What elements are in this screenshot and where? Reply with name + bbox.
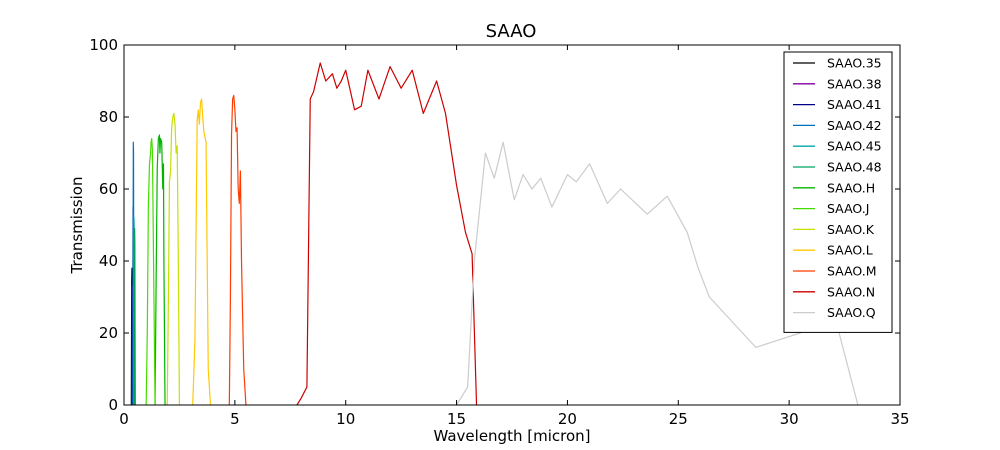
legend-label: SAAO.L [827,243,873,258]
legend-label: SAAO.41 [827,97,882,112]
legend-label: SAAO.38 [827,76,882,91]
series-line-saao-j [145,138,156,405]
legend: SAAO.35 SAAO.38 SAAO.41 SAAO.42 SAAO.45 SAAO.… [783,51,893,333]
plot-area [123,44,901,406]
y-tick-label: 0 [108,396,118,414]
legend-label: SAAO.J [827,201,869,216]
x-tick-label: 35 [890,410,909,428]
y-tick-label: 60 [99,180,118,198]
legend-label: SAAO.K [827,222,875,237]
y-axis: 0 20 40 60 80 100 [89,36,900,414]
y-axis-label: Transmission [68,177,86,275]
x-tick-label: 0 [119,410,129,428]
chart-title: SAAO [486,21,537,42]
legend-label: SAAO.Q [827,305,876,320]
plot-frame [123,44,901,406]
series-line-saao-k [166,112,181,405]
series-line-saao-l [192,98,212,405]
x-tick-label: 30 [780,410,799,428]
x-tick-label: 25 [669,410,688,428]
x-tick-label: 5 [230,410,240,428]
legend-label: SAAO.M [827,264,877,279]
legend-label: SAAO.N [827,284,875,299]
x-tick-label: 10 [336,410,355,428]
series-line-saao-48 [133,228,136,405]
legend-box [783,51,893,333]
legend-label: SAAO.35 [827,56,882,71]
legend-label: SAAO.42 [827,118,882,133]
y-tick-label: 20 [99,324,118,342]
x-axis: 0 5 10 15 20 25 30 35 [119,45,910,428]
y-tick-label: 40 [99,252,118,270]
x-tick-label: 20 [558,410,577,428]
x-axis-label: Wavelength [micron] [433,427,590,445]
legend-label: SAAO.48 [827,160,882,175]
y-tick-label: 100 [89,36,118,54]
series-line-saao-m [228,94,247,405]
legend-label: SAAO.H [827,180,875,195]
series-line-saao-q [456,141,859,405]
legend-label: SAAO.45 [827,139,882,154]
series-line-saao-n [296,62,478,405]
series-line-saao-h [154,134,166,405]
y-tick-label: 80 [99,108,118,126]
x-tick-label: 15 [447,410,466,428]
